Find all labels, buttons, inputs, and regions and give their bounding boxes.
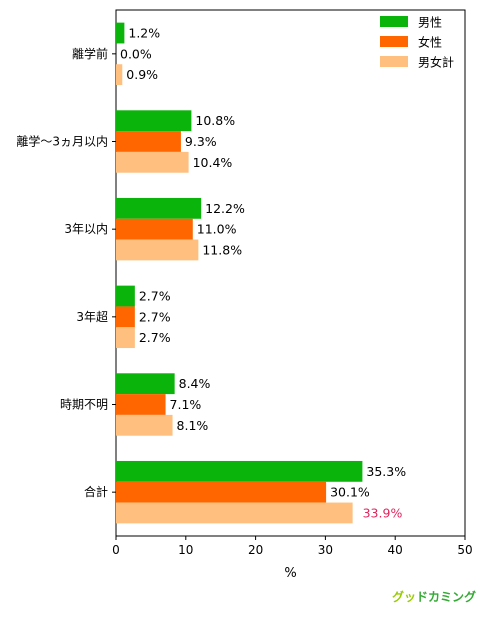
data-label: 9.3% — [185, 134, 217, 149]
bar — [116, 22, 125, 44]
bar — [116, 64, 123, 86]
y-tick-label: 3年以内 — [64, 222, 108, 236]
bar — [116, 131, 181, 152]
brand-logo: グッドカミング — [391, 590, 476, 604]
y-tick-label: 離学〜3ヵ月以内 — [16, 134, 108, 149]
data-label: 2.7% — [139, 330, 171, 345]
legend-swatch — [380, 16, 408, 27]
data-label: 2.7% — [139, 289, 171, 304]
x-tick-label: 40 — [388, 543, 403, 557]
y-tick-label: 3年超 — [76, 309, 108, 324]
data-label: 11.8% — [202, 242, 242, 257]
bar — [116, 151, 189, 173]
x-tick-label: 30 — [318, 543, 333, 557]
x-tick-label: 10 — [178, 543, 193, 557]
legend-label: 女性 — [418, 35, 442, 50]
data-label: 1.2% — [128, 26, 160, 41]
data-label: 8.1% — [177, 418, 209, 433]
legend-label: 男性 — [418, 16, 442, 30]
x-tick-label: 50 — [457, 543, 472, 557]
data-label: 0.0% — [120, 46, 152, 61]
data-label: 33.9% — [363, 505, 403, 520]
bar — [116, 414, 173, 436]
y-tick-label: 合計 — [84, 484, 108, 499]
bar — [116, 460, 363, 482]
data-label: 8.4% — [179, 376, 211, 391]
data-label: 7.1% — [170, 397, 202, 412]
data-label: 35.3% — [366, 464, 406, 479]
x-tick-label: 0 — [112, 543, 120, 557]
plot-frame — [115, 9, 466, 537]
legend-swatch — [380, 56, 408, 67]
bar — [116, 327, 135, 349]
bar — [116, 373, 175, 395]
legend-swatch — [380, 36, 408, 47]
data-label: 2.7% — [139, 309, 171, 324]
x-tick-label: 20 — [248, 543, 263, 557]
bar — [116, 306, 135, 328]
y-tick-label: 離学前 — [72, 46, 108, 61]
data-label: 12.2% — [205, 201, 245, 216]
bar — [116, 394, 166, 415]
y-tick-label: 時期不明 — [60, 398, 108, 412]
data-label: 11.0% — [197, 222, 237, 237]
bar — [116, 197, 202, 219]
data-label: 0.9% — [126, 67, 158, 82]
bar — [116, 218, 193, 240]
bar — [116, 110, 192, 132]
bar — [116, 481, 327, 503]
legend-label: 男女計 — [418, 55, 454, 70]
bar — [116, 239, 199, 261]
bar — [116, 285, 135, 307]
bar — [116, 502, 353, 524]
data-label: 10.4% — [193, 155, 233, 170]
data-label: 10.8% — [195, 113, 235, 128]
data-label: 30.1% — [330, 485, 370, 500]
x-axis-label: % — [284, 566, 296, 581]
